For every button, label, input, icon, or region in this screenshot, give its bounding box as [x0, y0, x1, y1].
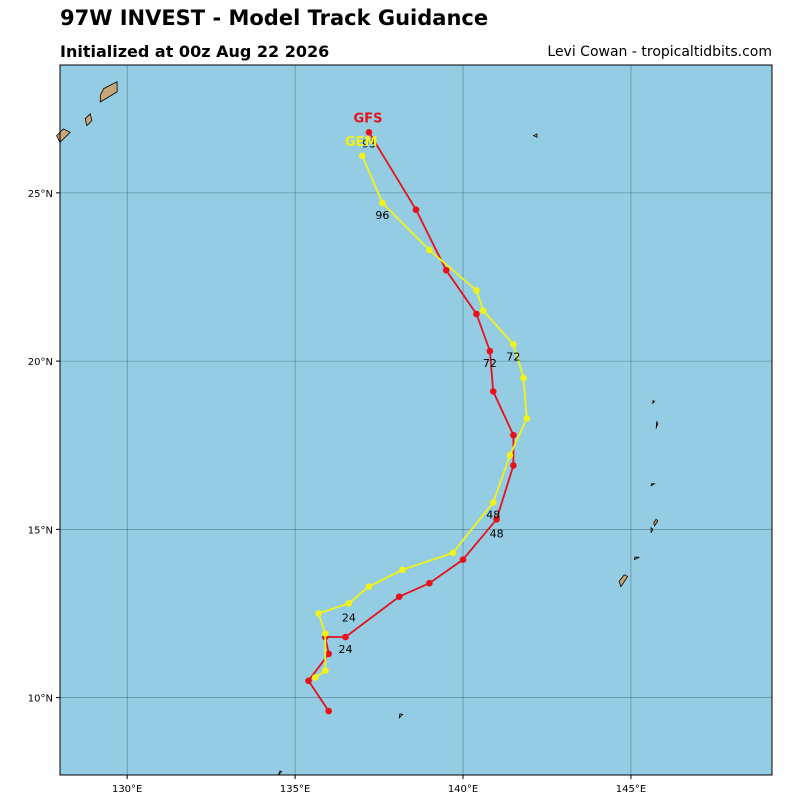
- gem-track-point: [322, 667, 329, 674]
- gem-hour-label: 24: [342, 611, 356, 624]
- gem-track-line: [314, 155, 528, 679]
- gem-track-point: [473, 287, 480, 294]
- tick-label-lat: 20°N: [28, 357, 53, 368]
- map-frame: [59, 64, 773, 776]
- gem-track-point: [506, 452, 514, 459]
- island-saipan: [653, 518, 659, 528]
- island-agrihan: [652, 399, 656, 405]
- tick-label-lat: 15°N: [28, 525, 53, 536]
- gfs-track-point: [325, 707, 332, 715]
- gem-track-point: [489, 499, 497, 506]
- ocean-background: [60, 65, 772, 775]
- gem-hour-label: 96: [375, 209, 389, 222]
- gfs-hour-label: 48: [490, 527, 504, 540]
- gem-track-point: [358, 152, 366, 160]
- gem-track-point: [311, 674, 319, 681]
- island-rota: [633, 556, 640, 561]
- gfs-track-point: [325, 650, 332, 658]
- island-anatahan: [650, 483, 656, 487]
- gem-track-point: [479, 307, 487, 314]
- gem-track-point: [315, 610, 322, 617]
- gem-track-point: [449, 549, 457, 557]
- gfs-track-point: [510, 431, 517, 439]
- gfs-track-point: [305, 677, 312, 685]
- gem-track-point: [322, 630, 329, 637]
- gem-track-point: [520, 374, 527, 382]
- gfs-model-label: GFS: [354, 111, 383, 126]
- gem-track-point: [365, 583, 373, 590]
- island-guam: [618, 574, 629, 588]
- tick-label-lat: 10°N: [28, 694, 53, 705]
- gfs-track-point: [459, 556, 467, 563]
- gem-hour-label: 72: [506, 350, 520, 363]
- gfs-track-point: [486, 347, 494, 355]
- credit: Levi Cowan - tropicaltidbits.com: [547, 44, 772, 60]
- island-pagan: [655, 420, 659, 429]
- gfs-hour-label: 24: [338, 643, 352, 656]
- island-sonsorol: [398, 713, 404, 719]
- gfs-track-point: [510, 462, 517, 469]
- gem-hour-label: 48: [486, 508, 500, 521]
- island-ryukyu-c: [99, 81, 118, 103]
- gem-model-label: GEM: [345, 135, 378, 150]
- gfs-track-point: [489, 388, 497, 395]
- gem-track-point: [399, 566, 406, 574]
- gfs-track-point: [493, 515, 500, 523]
- gem-track-point: [379, 199, 386, 207]
- gem-track-point: [510, 340, 517, 348]
- gfs-hour-label: 72: [483, 357, 497, 370]
- init-time: Initialized at 00z Aug 22 2026: [60, 42, 330, 61]
- track-labels: 24 48 72 93 24 48 72 96 GFS GEM: [338, 111, 520, 656]
- gfs-hour-label: 93: [362, 137, 376, 150]
- tick-label-lon: 130°E: [112, 784, 142, 795]
- tick-label-lon: 140°E: [448, 784, 478, 795]
- island-tinian: [650, 526, 654, 533]
- chart-title: 97W INVEST - Model Track Guidance: [60, 6, 489, 30]
- island-yap: [277, 770, 283, 776]
- land-masses: [56, 81, 659, 776]
- island-marcus: [532, 133, 538, 138]
- gfs-track-point: [473, 310, 480, 318]
- model-tracks: [305, 128, 531, 715]
- axis-ticks: 130°E 135°E 140°E 145°E 10°N 15°N 20°N 25°N: [28, 189, 646, 795]
- gem-track-point: [523, 415, 531, 422]
- gfs-track-point: [342, 633, 349, 641]
- island-ryukyu-b: [84, 113, 93, 127]
- gfs-track-point: [442, 266, 450, 274]
- tick-label-lat: 25°N: [28, 189, 53, 200]
- gem-track-point: [426, 246, 433, 254]
- grid-lines: [60, 65, 772, 775]
- gfs-track-point: [426, 579, 433, 587]
- tick-label-lon: 145°E: [616, 784, 646, 795]
- gem-track-point: [345, 600, 353, 607]
- gfs-track-point: [412, 206, 420, 213]
- gfs-track-point: [395, 593, 403, 600]
- gfs-track-point: [365, 128, 373, 136]
- tick-label-lon: 135°E: [280, 784, 310, 795]
